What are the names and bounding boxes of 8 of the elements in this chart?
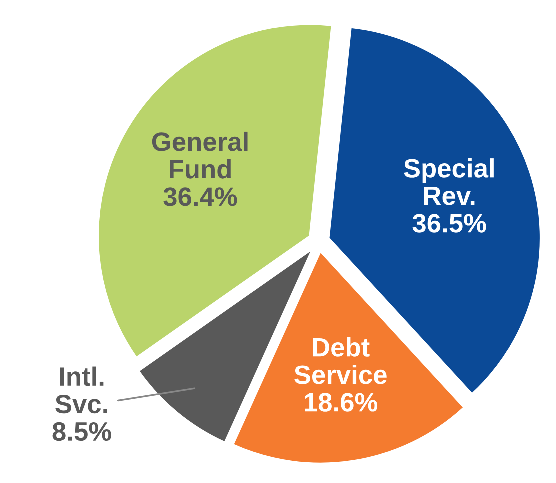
data-label: 8.5%: [52, 422, 112, 442]
slice-label: General Fund: [152, 132, 248, 179]
slice-label: Intl. Svc.: [56, 366, 108, 414]
slice-label: Debt Service: [294, 338, 387, 384]
data-label: 36.5%: [412, 214, 486, 233]
data-label: 36.4%: [164, 188, 238, 206]
data-label: 18.6%: [305, 393, 378, 412]
slice-label: Special Rev.: [404, 158, 494, 206]
